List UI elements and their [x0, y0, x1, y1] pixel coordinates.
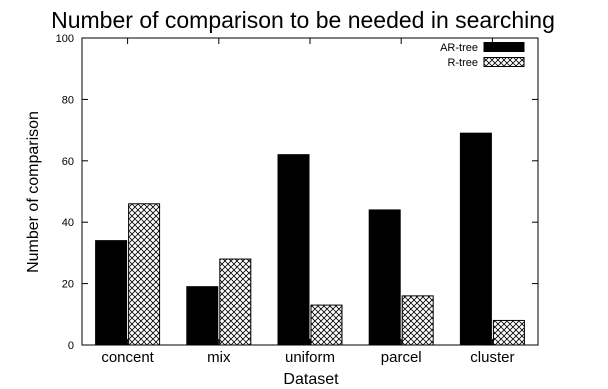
bar-ar-tree-parcel: [368, 209, 401, 346]
bar-ar-tree-cluster: [459, 132, 492, 346]
y-tick-label-5: 100: [56, 33, 74, 45]
bar-r-tree-mix: [219, 258, 252, 346]
plot-area: 0 20 40 60 80 100 concent mix uniform parcel clust…: [56, 33, 539, 366]
y-tick-label-2: 40: [62, 217, 74, 229]
x-tick-label-parcel: parcel: [381, 349, 422, 366]
y-axis-label: Number of comparison: [25, 111, 42, 273]
y-tick-label-3: 60: [62, 156, 74, 168]
x-tick-label-concent: concent: [101, 349, 154, 366]
x-tick-label-mix: mix: [207, 349, 231, 366]
x-tick-label-cluster: cluster: [470, 349, 514, 366]
bar-ar-tree-uniform: [277, 154, 310, 346]
y-tick-label-4: 80: [62, 94, 74, 106]
legend-swatch-0: [483, 42, 525, 52]
legend-label-0: AR-tree: [440, 42, 478, 54]
bar-r-tree-concent: [128, 203, 161, 346]
y-tick-label-0: 0: [68, 340, 74, 352]
bar-ar-tree-mix: [186, 286, 219, 346]
y-tick-label-1: 20: [62, 279, 74, 291]
chart-title: Number of comparison to be needed in sea…: [51, 7, 555, 33]
legend-swatch-1: [483, 57, 525, 67]
bar-r-tree-parcel: [401, 295, 434, 346]
legend-label-1: R-tree: [447, 57, 478, 69]
bar-ar-tree-concent: [95, 240, 128, 346]
x-axis-label: Dataset: [283, 371, 339, 388]
bar-r-tree-cluster: [492, 319, 525, 346]
x-tick-label-uniform: uniform: [285, 349, 335, 366]
legend: AR-tree R-tree: [440, 42, 525, 69]
bar-r-tree-uniform: [310, 304, 343, 346]
